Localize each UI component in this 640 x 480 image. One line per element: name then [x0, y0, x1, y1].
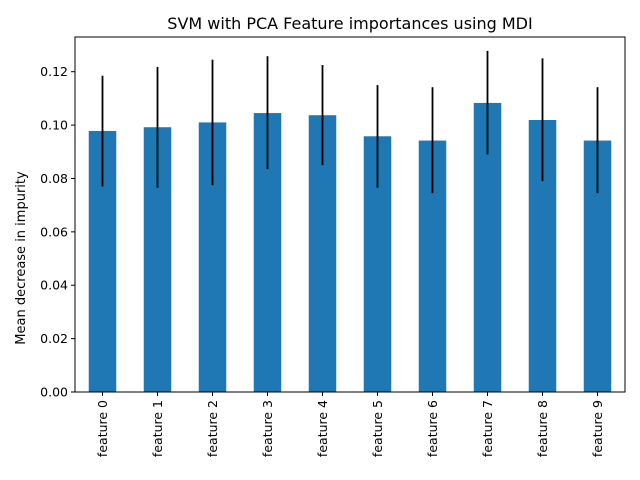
y-tick-label-0: 0.00 [40, 385, 68, 400]
error-bars-layer [101, 50, 599, 194]
y-tick-label-6: 0.12 [40, 64, 68, 79]
y-tick-label-5: 0.10 [40, 118, 68, 133]
y-axis-ticks: 0.00 0.02 0.04 0.06 0.08 0.10 0.12 [40, 64, 75, 400]
x-tick-label-4: feature 4 [315, 400, 330, 457]
x-tick-label-7: feature 7 [480, 400, 495, 457]
chart-title: SVM with PCA Feature importances using M… [167, 14, 532, 33]
x-tick-label-3: feature 3 [260, 400, 275, 457]
x-tick-label-9: feature 9 [590, 400, 605, 457]
bars-layer [88, 102, 612, 393]
x-tick-label-6: feature 6 [425, 400, 440, 457]
plot-frame [74, 36, 626, 393]
x-tick-label-1: feature 1 [150, 400, 165, 457]
x-tick-label-8: feature 8 [535, 400, 550, 457]
y-tick-label-4: 0.08 [40, 171, 68, 186]
y-tick-label-2: 0.04 [40, 278, 68, 293]
y-tick-label-3: 0.06 [40, 224, 68, 239]
x-axis-ticks: feature 0 feature 1 feature 2 feature 3 feat… [95, 392, 605, 457]
y-tick-label-1: 0.02 [40, 331, 68, 346]
x-tick-label-0: feature 0 [95, 400, 110, 457]
x-tick-label-5: feature 5 [370, 400, 385, 457]
x-tick-label-2: feature 2 [205, 400, 220, 457]
axes-frame [74, 36, 626, 393]
y-axis-label: Mean decrease in impurity [14, 171, 29, 345]
